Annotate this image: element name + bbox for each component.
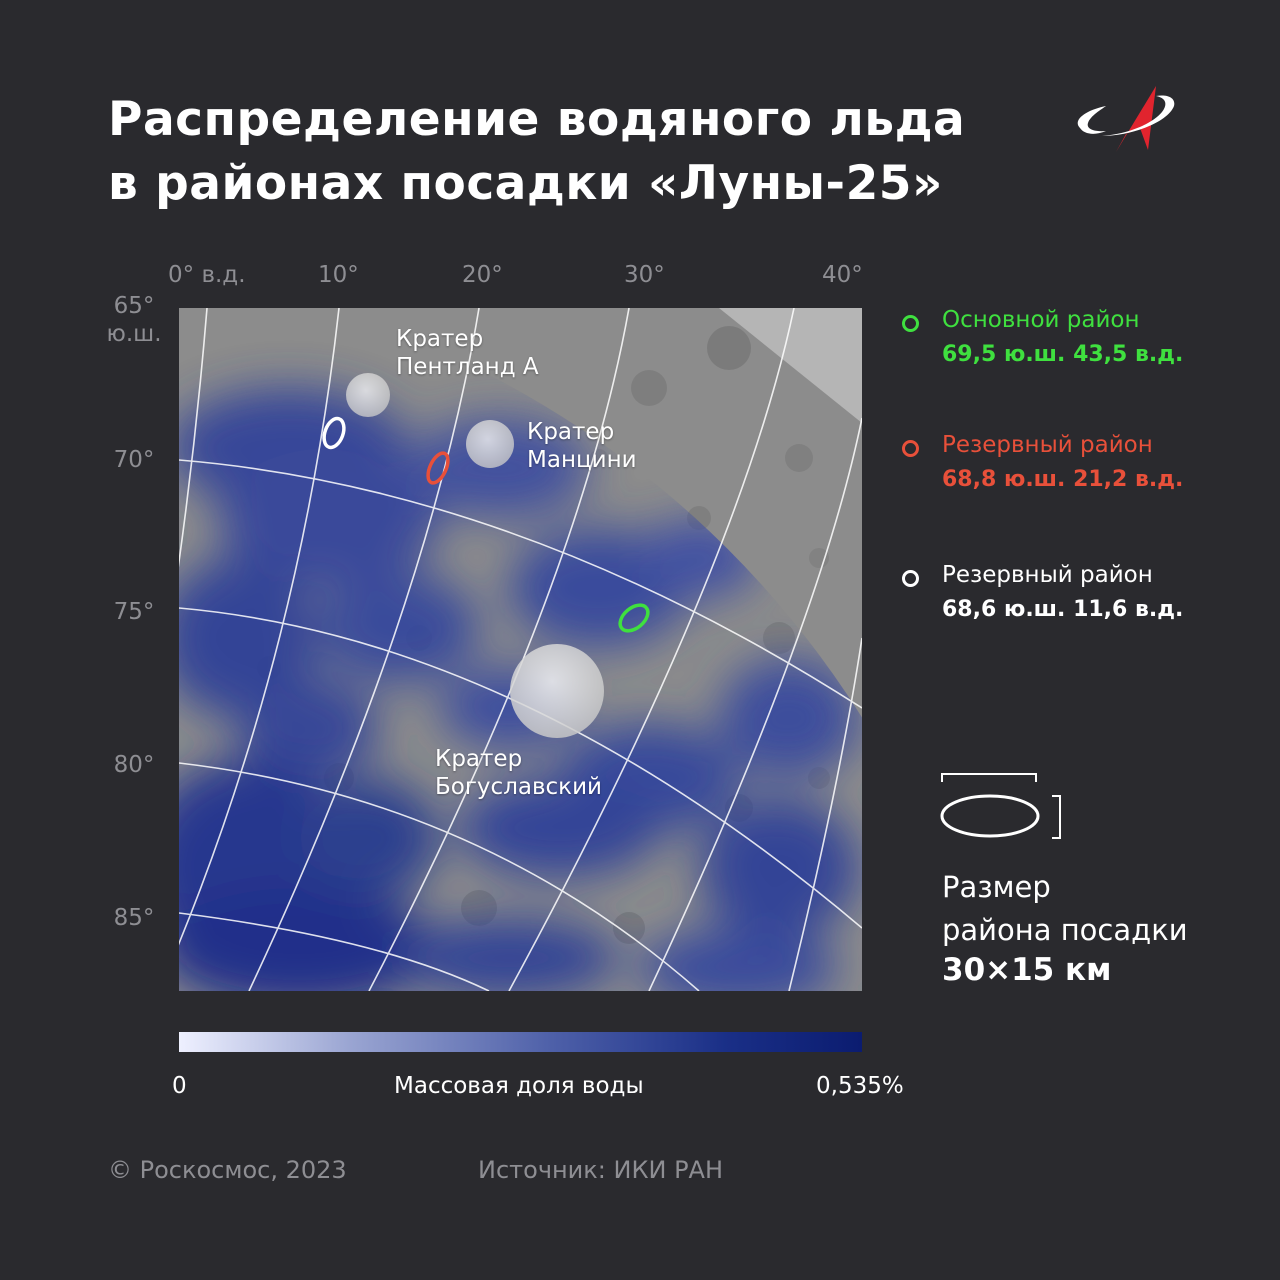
lat-label-70: 70° — [113, 447, 155, 473]
legend-reserve1-coords: 68,8 ю.ш. 21,2 в.д. — [942, 467, 1184, 492]
lon-label-30: 30° — [624, 262, 665, 288]
lat-label-80: 80° — [113, 752, 155, 778]
lon-label-20: 20° — [462, 262, 503, 288]
legend-reserve2-coords: 68,6 ю.ш. 11,6 в.д. — [942, 597, 1184, 622]
landing-site-primary — [618, 603, 650, 633]
roscosmos-logo-icon — [1077, 86, 1175, 152]
legend-primary-name: Основной район — [942, 307, 1140, 333]
lunar-map: Кратер Пентланд А Кратер Манцини Кратер … — [179, 308, 862, 991]
colorbar-title: Массовая доля воды — [394, 1073, 644, 1099]
page-title: Распределение водяного льда в районах по… — [108, 88, 1068, 216]
lat-label-85: 85° — [113, 905, 155, 931]
colorbar-max-label: 0,535% — [816, 1073, 904, 1099]
white-ring-icon — [902, 570, 919, 587]
green-ring-icon — [902, 315, 919, 332]
landing-site-reserve2 — [322, 416, 346, 450]
lon-label-0: 0° в.д. — [168, 262, 246, 288]
water-fraction-colorbar — [179, 1032, 862, 1052]
legend-reserve1-name: Резервный район — [942, 432, 1153, 458]
lat-label-75: 75° — [113, 599, 155, 625]
legend-primary-coords: 69,5 ю.ш. 43,5 в.д. — [942, 342, 1184, 367]
landing-area-size-icon — [940, 773, 1061, 839]
lon-label-40: 40° — [822, 262, 863, 288]
lunar-map-image — [179, 308, 862, 991]
crater-label-pentland: Кратер Пентланд А — [396, 326, 539, 380]
landing-size-caption: Размер района посадки — [942, 870, 1188, 947]
landing-site-reserve1 — [426, 451, 450, 485]
lon-label-10: 10° — [318, 262, 359, 288]
title-line-1: Распределение водяного льда — [108, 92, 966, 147]
colorbar-min-label: 0 — [172, 1073, 187, 1099]
crater-label-mancini: Кратер Манцини — [527, 419, 637, 473]
lat-label-65: 65° ю.ш. — [106, 293, 162, 347]
title-line-2: в районах посадки «Луны-25» — [108, 156, 943, 211]
crater-label-boguslavsky: Кратер Богуславский — [435, 746, 602, 800]
red-ring-icon — [902, 440, 919, 457]
landing-size-value: 30×15 км — [942, 952, 1112, 988]
copyright-text: © Роскосмос, 2023 — [108, 1156, 347, 1184]
source-text: Источник: ИКИ РАН — [478, 1156, 724, 1184]
legend-reserve2-name: Резервный район — [942, 562, 1153, 588]
